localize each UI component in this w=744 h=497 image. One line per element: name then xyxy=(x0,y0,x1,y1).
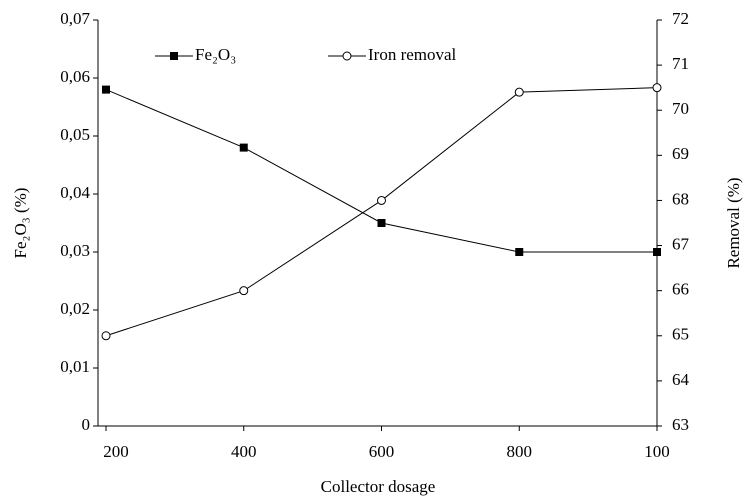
y-tick-label: 0,06 xyxy=(60,67,90,86)
legend-marker xyxy=(170,52,178,60)
y2-tick-label: 70 xyxy=(672,99,689,118)
x-tick-label: 200 xyxy=(103,442,129,461)
x-tick-label: 400 xyxy=(231,442,257,461)
y-tick-label: 0,04 xyxy=(60,183,90,202)
legend-label: Iron removal xyxy=(368,45,457,64)
marker xyxy=(239,143,248,152)
marker xyxy=(377,195,386,205)
x-tick-label: 800 xyxy=(507,442,533,461)
y2-tick-label: 69 xyxy=(672,144,689,163)
y-tick-label: 0,03 xyxy=(60,241,90,260)
marker xyxy=(652,83,662,93)
y2-tick-label: 64 xyxy=(672,370,690,389)
legend-marker xyxy=(342,51,352,61)
y-tick-label: 0,01 xyxy=(60,357,90,376)
y2-tick-label: 65 xyxy=(672,325,689,344)
y2-tick-label: 63 xyxy=(672,415,689,434)
y-tick-label: 0,02 xyxy=(60,299,90,318)
marker xyxy=(239,286,249,296)
y2-tick-label: 72 xyxy=(672,9,689,28)
y2-tick-label: 66 xyxy=(672,280,689,299)
y-tick-label: 0,07 xyxy=(60,9,90,28)
y2-axis-label: Removal (%) xyxy=(724,177,743,268)
y-tick-label: 0 xyxy=(82,415,91,434)
marker xyxy=(377,219,386,227)
legend-label: Fe₂O₃ xyxy=(195,45,236,64)
marker xyxy=(515,248,524,256)
marker xyxy=(653,248,661,256)
marker xyxy=(514,87,524,97)
y2-tick-label: 68 xyxy=(672,189,689,208)
marker xyxy=(102,85,110,94)
x-tick-label: 100 xyxy=(644,442,670,461)
y-axis-label: Fe₂O₃ (%) xyxy=(11,188,30,259)
x-tick-label: 600 xyxy=(369,442,395,461)
line xyxy=(105,89,657,253)
y2-tick-label: 67 xyxy=(672,234,690,253)
y-tick-label: 0,05 xyxy=(60,125,90,144)
x-axis-label: Collector dosage xyxy=(321,477,436,496)
marker xyxy=(101,331,111,341)
y2-tick-label: 71 xyxy=(672,54,689,73)
